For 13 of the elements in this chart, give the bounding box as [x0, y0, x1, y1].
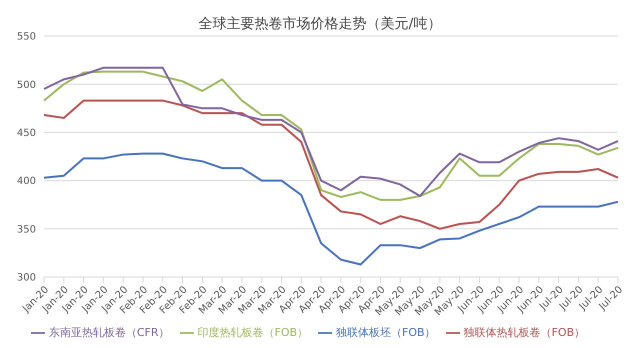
line-series: [43, 152, 619, 266]
legend-label: 东南亚热轧板卷（CFR）: [48, 326, 170, 339]
y-tick-label: 350: [16, 224, 36, 236]
chart-title: 全球主要热卷市场价格走势（美元/吨）: [198, 16, 442, 32]
legend-label: 独联体板坯（FOB）: [336, 326, 436, 339]
y-tick-label: 450: [16, 128, 36, 139]
y-tick-label: 300: [16, 272, 36, 284]
y-tick-label: 550: [16, 32, 36, 43]
y-tick-label: 400: [16, 176, 36, 188]
legend-label: 印度热轧板卷（FOB）: [198, 326, 308, 339]
legend-label: 独联体热轧板卷（FOB）: [464, 326, 586, 339]
line-series: [43, 100, 619, 230]
y-tick-label: 500: [16, 80, 36, 91]
